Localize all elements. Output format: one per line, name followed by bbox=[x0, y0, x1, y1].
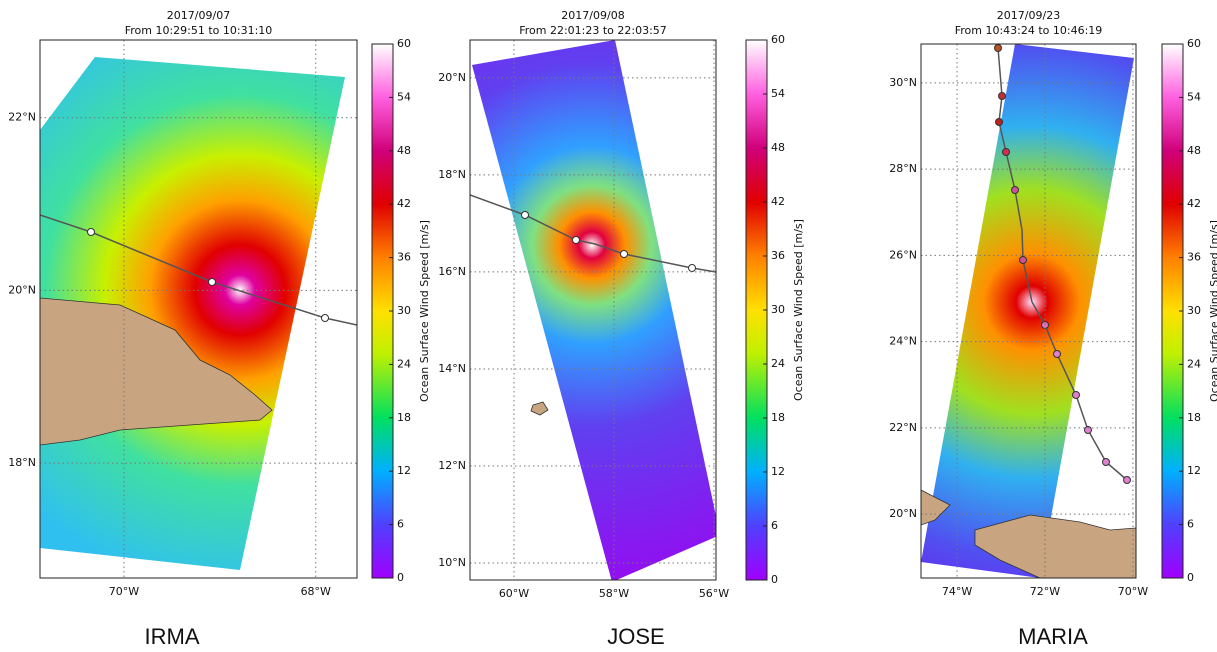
lat-tick-label: 28°N bbox=[889, 162, 917, 175]
lat-tick-label: 22°N bbox=[889, 421, 917, 434]
colorbar-label: Ocean Surface Wind Speed [m/s] bbox=[418, 220, 431, 402]
colorbar-tick-label: 36 bbox=[397, 251, 411, 264]
colorbar-label: Ocean Surface Wind Speed [m/s] bbox=[1208, 220, 1217, 402]
lon-tick-label: 68°W bbox=[301, 585, 331, 598]
colorbar-tick-label: 48 bbox=[1187, 144, 1201, 157]
lat-tick-label: 20°N bbox=[889, 507, 917, 520]
irma-map bbox=[40, 57, 357, 570]
colorbar-tick-label: 42 bbox=[397, 197, 411, 210]
panel-time-range: From 10:43:24 to 10:46:19 bbox=[955, 24, 1103, 37]
panel-date: 2017/09/23 bbox=[997, 9, 1060, 22]
colorbar-tick-label: 24 bbox=[1187, 357, 1201, 370]
colorbar-tick-label: 54 bbox=[397, 90, 411, 103]
land bbox=[40, 297, 273, 446]
lat-tick-label: 24°N bbox=[889, 335, 917, 348]
colorbar-tick-label: 6 bbox=[397, 518, 404, 531]
swath bbox=[921, 44, 1134, 578]
lat-tick-label: 30°N bbox=[889, 76, 917, 89]
axes-frame bbox=[920, 43, 1137, 579]
panel-name: MARIA bbox=[1018, 624, 1088, 649]
lon-tick-label: 58°W bbox=[599, 587, 629, 600]
colorbar-tick-label: 30 bbox=[771, 303, 785, 316]
axes-frame bbox=[469, 39, 717, 581]
colorbar-tick-label: 30 bbox=[1187, 304, 1201, 317]
colorbar-tick-label: 60 bbox=[1187, 37, 1201, 50]
colorbar-tick-label: 6 bbox=[771, 519, 778, 532]
axes-frame bbox=[39, 39, 358, 579]
lon-tick-label: 72°W bbox=[1030, 585, 1060, 598]
lon-tick-label: 60°W bbox=[499, 587, 529, 600]
lat-tick-label: 20°N bbox=[438, 71, 466, 84]
colorbar-tick-label: 6 bbox=[1187, 518, 1194, 531]
colorbar-tick-label: 18 bbox=[1187, 411, 1201, 424]
colorbar-tick-label: 42 bbox=[771, 195, 785, 208]
colorbar-tick-label: 54 bbox=[771, 87, 785, 100]
swath bbox=[40, 57, 345, 570]
lat-tick-label: 22°N bbox=[8, 111, 36, 124]
swath bbox=[472, 40, 716, 580]
lat-tick-label: 10°N bbox=[438, 556, 466, 569]
panel-date: 2017/09/07 bbox=[167, 9, 230, 22]
colorbar-tick-label: 60 bbox=[397, 37, 411, 50]
lat-tick-label: 16°N bbox=[438, 265, 466, 278]
colorbar-tick-label: 30 bbox=[397, 304, 411, 317]
lon-tick-label: 56°W bbox=[699, 587, 729, 600]
colorbar-tick-label: 48 bbox=[771, 141, 785, 154]
colorbar-tick-label: 12 bbox=[397, 464, 411, 477]
lon-tick-label: 74°W bbox=[942, 585, 972, 598]
panel-time-range: From 22:01:23 to 22:03:57 bbox=[519, 24, 667, 37]
lat-tick-label: 26°N bbox=[889, 248, 917, 261]
panel-name: IRMA bbox=[145, 624, 200, 649]
lon-tick-label: 70°W bbox=[109, 585, 139, 598]
lat-tick-label: 18°N bbox=[8, 456, 36, 469]
colorbar-tick-label: 12 bbox=[1187, 464, 1201, 477]
colorbar-tick-label: 48 bbox=[397, 144, 411, 157]
colorbar-tick-label: 36 bbox=[1187, 251, 1201, 264]
colorbar-tick-label: 18 bbox=[771, 411, 785, 424]
lat-tick-label: 12°N bbox=[438, 459, 466, 472]
colorbar-tick-label: 60 bbox=[771, 33, 785, 46]
panel-time-range: From 10:29:51 to 10:31:10 bbox=[125, 24, 273, 37]
lon-tick-label: 70°W bbox=[1118, 585, 1148, 598]
colorbar-label: Ocean Surface Wind Speed [m/s] bbox=[792, 219, 805, 401]
colorbar-tick-label: 0 bbox=[1187, 571, 1194, 584]
panel-name: JOSE bbox=[607, 624, 664, 649]
maria-map bbox=[921, 44, 1136, 578]
lat-tick-label: 14°N bbox=[438, 362, 466, 375]
colorbar-tick-label: 24 bbox=[397, 357, 411, 370]
colorbar-tick-label: 24 bbox=[771, 357, 785, 370]
lat-tick-label: 18°N bbox=[438, 168, 466, 181]
colorbar-tick-label: 12 bbox=[771, 465, 785, 478]
colorbar-tick-label: 0 bbox=[397, 571, 404, 584]
colorbar-tick-label: 18 bbox=[397, 411, 411, 424]
jose-map bbox=[470, 40, 716, 580]
colorbar-tick-label: 42 bbox=[1187, 197, 1201, 210]
lat-tick-label: 20°N bbox=[8, 283, 36, 296]
colorbar-tick-label: 36 bbox=[771, 249, 785, 262]
colorbar-tick-label: 0 bbox=[771, 573, 778, 586]
panel-date: 2017/09/08 bbox=[561, 9, 624, 22]
colorbar-tick-label: 54 bbox=[1187, 90, 1201, 103]
